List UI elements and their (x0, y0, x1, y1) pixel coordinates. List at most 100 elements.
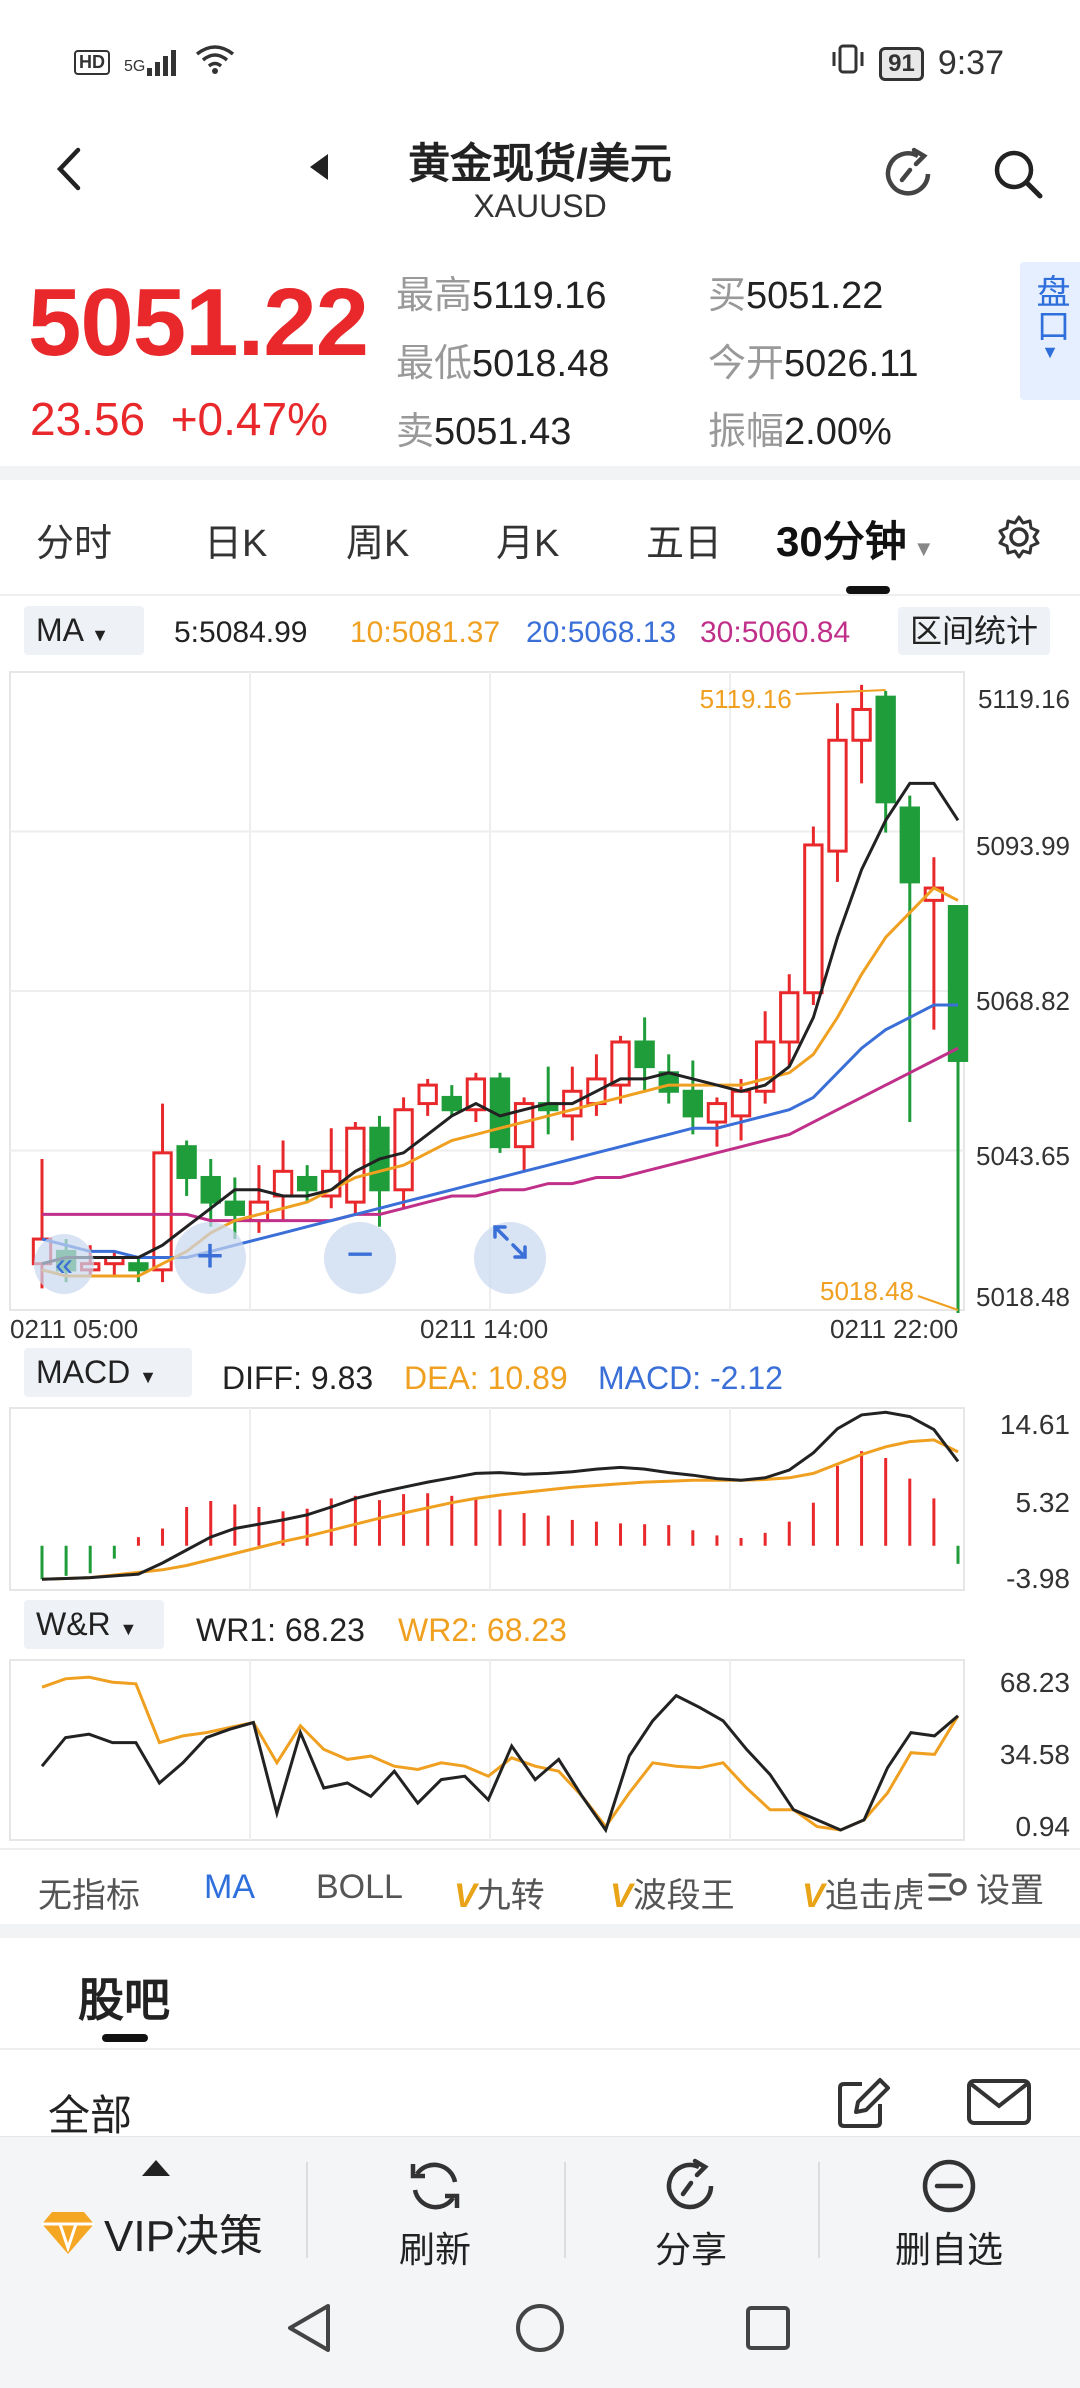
value: 5026.11 (784, 343, 919, 385)
share-label: 分享 (654, 2229, 727, 2270)
wr-y-tick: 0.94 (1016, 1811, 1071, 1842)
wr2-value: WR2: 68.23 (398, 1612, 567, 1648)
order-book-button[interactable]: 盘口 ▼ (1020, 262, 1080, 400)
change-percent: +0.47% (170, 393, 328, 445)
bottom-action-bar (0, 2136, 1080, 2270)
candle-body (272, 1169, 294, 1198)
candle-body (393, 1108, 414, 1192)
last-price: 5051.22 (28, 269, 369, 376)
candle-body (779, 991, 800, 1044)
forum-tab-underline (102, 2034, 148, 2042)
scroll-left-button[interactable]: « (34, 1234, 94, 1294)
candle-body (803, 843, 824, 995)
candle-body (730, 1089, 752, 1118)
fullscreen-button[interactable] (474, 1222, 546, 1294)
indicator-none[interactable]: 无指标 (38, 1877, 140, 1915)
candle-body (152, 1151, 173, 1272)
vip-v-icon: V (454, 1877, 477, 1915)
vip-label: VIP决策 (104, 2212, 263, 2261)
wr-selector[interactable]: W&R ▼ (24, 1600, 164, 1649)
candle-body (224, 1200, 246, 1216)
system-nav-bar (0, 2270, 1080, 2388)
share-refresh-icon[interactable] (880, 144, 940, 209)
tab-intraday[interactable]: 分时 (36, 523, 113, 565)
search-icon[interactable] (990, 146, 1046, 207)
vip-v-icon: V (802, 1877, 825, 1915)
low-marker-line (917, 1295, 959, 1311)
compose-icon[interactable] (836, 2074, 892, 2135)
high-marker-label: 5119.16 (700, 684, 792, 714)
remove-watchlist-label: 删自选 (894, 2229, 1003, 2270)
label: 买 (708, 275, 747, 317)
tab-30min[interactable]: 30分钟 ▼ (776, 508, 935, 569)
candle-body (465, 1077, 487, 1112)
ma30-line (42, 1046, 959, 1223)
caret-down-icon: ▼ (119, 1619, 138, 1639)
range-stats-label: 区间统计 (898, 607, 1051, 655)
status-bar: HD 5G 91 9:37 (0, 0, 1080, 120)
label: 追击虎 (824, 1877, 922, 1915)
tab-weekly[interactable]: 周K (346, 523, 410, 565)
indicator-tiger[interactable]: V追击虎 (802, 1868, 922, 1917)
message-icon[interactable] (966, 2078, 1032, 2131)
range-stats-button[interactable]: 区间统计 (898, 606, 1051, 655)
ma-selector[interactable]: MA ▼ (24, 606, 144, 655)
quote-low: 最低5018.48 (396, 332, 609, 387)
wr2-line (41, 1675, 960, 1832)
y-tick-label: 5043.65 (976, 1141, 1070, 1171)
tab-monthly[interactable]: 月K (496, 523, 560, 565)
label: 卖 (396, 411, 435, 453)
high-marker-line (795, 689, 886, 695)
candle-body (417, 1083, 438, 1106)
nav-recents-icon[interactable] (744, 2304, 792, 2357)
caret-up-icon[interactable] (140, 2158, 172, 2183)
label: 九转 (476, 1877, 545, 1915)
macd-selector-label: MACD (36, 1354, 131, 1390)
ma-selector-label: MA (36, 612, 83, 648)
status-right: 91 9:37 (831, 42, 1004, 85)
label: 今开 (708, 343, 785, 385)
value: 2.00% (784, 411, 892, 453)
vip-decision-button[interactable]: VIP决策 (40, 2200, 263, 2264)
indicator-boll[interactable]: BOLL (316, 1868, 403, 1906)
forum-filter-all[interactable]: 全部 (48, 2092, 133, 2139)
diamond-icon (42, 2212, 94, 2254)
indicator-wave-king[interactable]: V波段王 (610, 1868, 735, 1917)
candle-body (851, 707, 872, 742)
label: 最低 (396, 343, 473, 385)
tab-daily[interactable]: 日K (204, 523, 268, 565)
zoom-out-button[interactable]: − (324, 1222, 396, 1294)
indicator-nine-turn[interactable]: V九转 (454, 1868, 545, 1917)
candle-body (875, 695, 896, 804)
minus-circle-icon (922, 2159, 976, 2213)
indicator-ma[interactable]: MA (204, 1868, 255, 1906)
forum-tab[interactable]: 股吧 (78, 1974, 170, 2026)
status-left: HD 5G (74, 44, 235, 81)
nav-back-icon[interactable] (284, 2300, 334, 2361)
value: 5119.16 (472, 275, 607, 317)
refresh-icon (410, 2162, 460, 2210)
dea-line (41, 1438, 959, 1581)
macd-dea: DEA: 10.89 (404, 1360, 568, 1396)
candle-body (345, 1126, 366, 1204)
ma20-value: 20:5068.13 (526, 616, 677, 649)
kline-chart[interactable]: 5119.16 5093.99 5068.82 5043.65 5018.48 0211 … (0, 660, 1080, 1850)
indicator-settings-button[interactable]: 设置 (926, 1862, 1080, 1912)
back-icon[interactable] (50, 144, 90, 199)
ma5-value: 5:5084.99 (174, 616, 308, 649)
caret-down-icon: ▼ (91, 625, 109, 645)
share-button[interactable]: 分享 (636, 2156, 746, 2273)
macd-selector[interactable]: MACD ▼ (24, 1348, 192, 1397)
nav-home-icon[interactable] (514, 2302, 566, 2359)
ma10-value: 10:5081.37 (350, 616, 501, 649)
wr1-line (40, 1693, 959, 1834)
candle-body (827, 738, 848, 853)
remove-watchlist-button[interactable]: 删自选 (884, 2156, 1014, 2273)
tab-five-day[interactable]: 五日 (646, 523, 723, 565)
gear-icon[interactable] (996, 514, 1042, 565)
refresh-button[interactable]: 刷新 (380, 2156, 490, 2273)
zoom-in-button[interactable]: + (174, 1222, 246, 1294)
settings-label: 设置 (976, 1871, 1044, 1910)
ma5-line (41, 781, 960, 1266)
prev-symbol-icon[interactable] (306, 150, 332, 189)
